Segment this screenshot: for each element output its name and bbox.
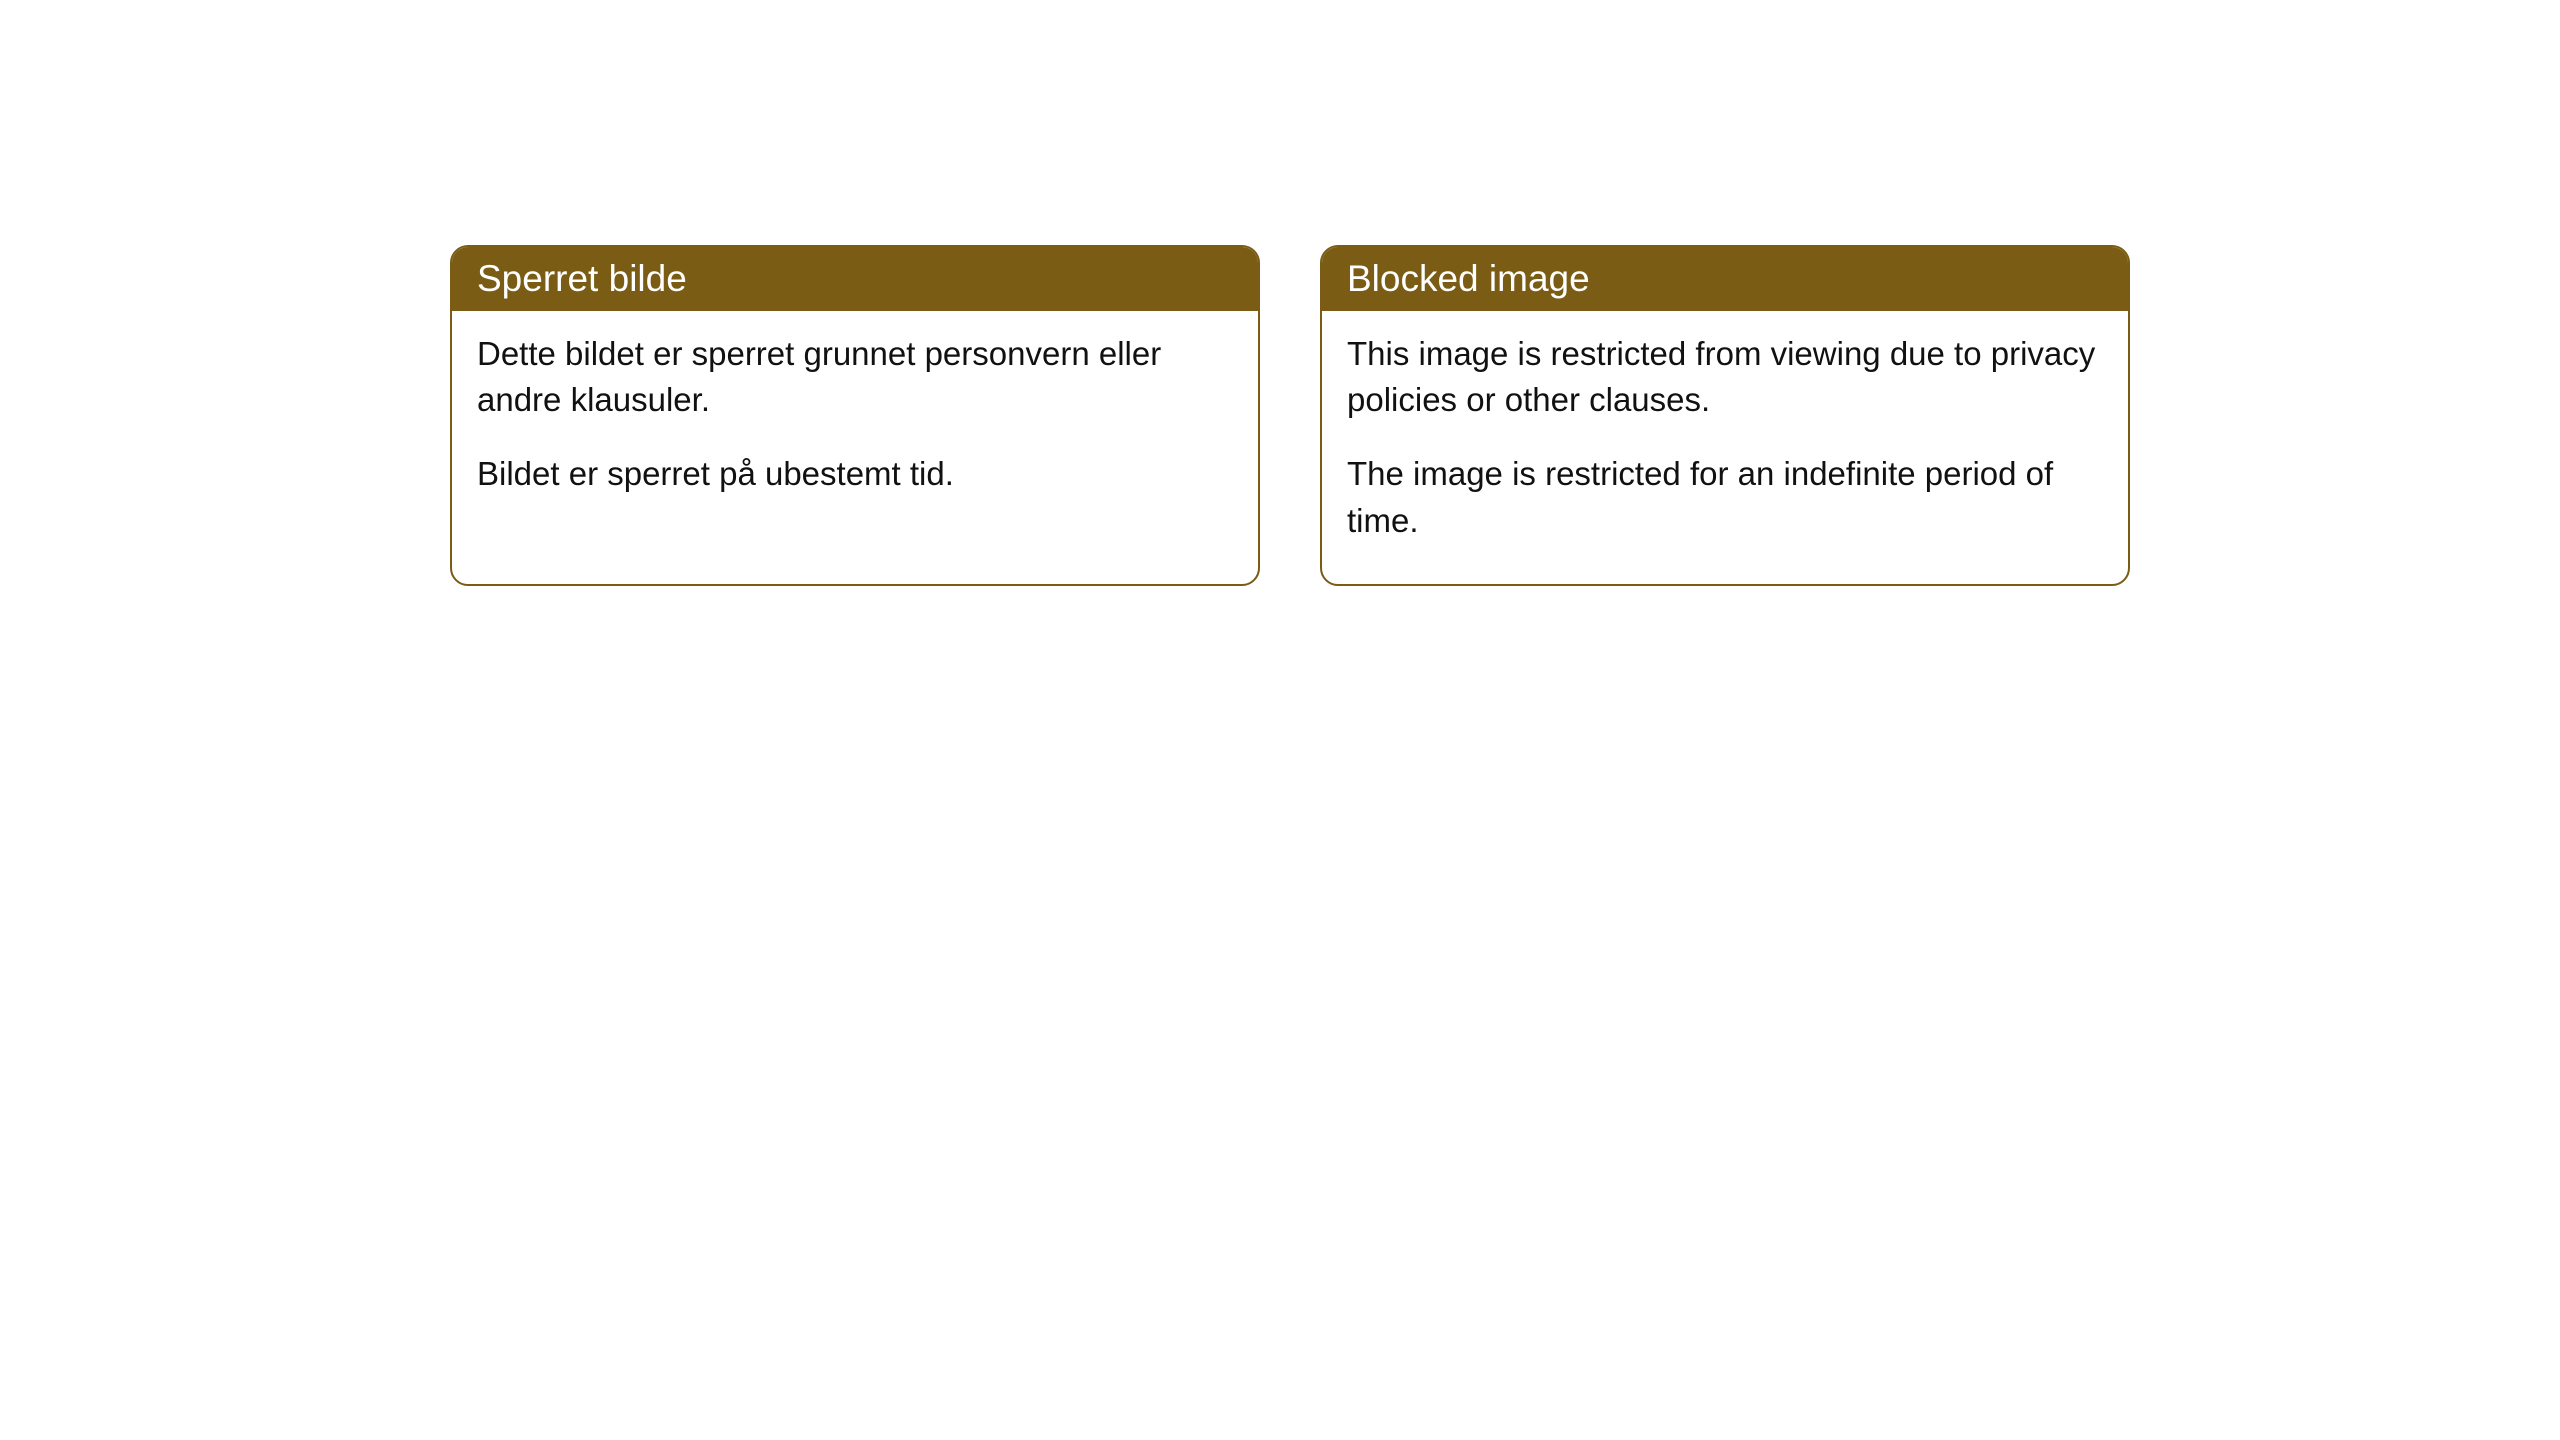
notice-body-norwegian: Dette bildet er sperret grunnet personve… bbox=[452, 311, 1258, 538]
notice-header-english: Blocked image bbox=[1322, 247, 2128, 311]
notice-body-english: This image is restricted from viewing du… bbox=[1322, 311, 2128, 584]
notice-paragraph: This image is restricted from viewing du… bbox=[1347, 331, 2103, 423]
notice-paragraph: The image is restricted for an indefinit… bbox=[1347, 451, 2103, 543]
notice-header-norwegian: Sperret bilde bbox=[452, 247, 1258, 311]
notice-container: Sperret bilde Dette bildet er sperret gr… bbox=[0, 0, 2560, 586]
notice-paragraph: Dette bildet er sperret grunnet personve… bbox=[477, 331, 1233, 423]
notice-card-english: Blocked image This image is restricted f… bbox=[1320, 245, 2130, 586]
notice-paragraph: Bildet er sperret på ubestemt tid. bbox=[477, 451, 1233, 497]
notice-card-norwegian: Sperret bilde Dette bildet er sperret gr… bbox=[450, 245, 1260, 586]
